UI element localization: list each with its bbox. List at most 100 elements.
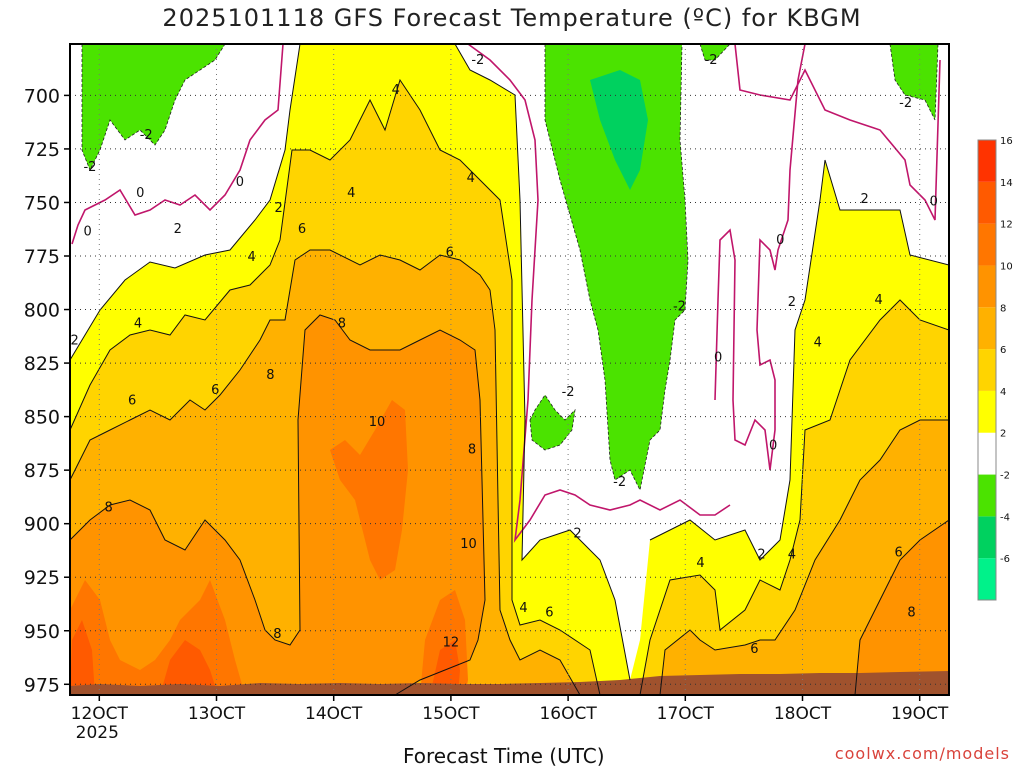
contour-label: 4: [814, 336, 822, 351]
colorbar-label: -6: [1000, 554, 1010, 565]
zero-contour-a: [71, 44, 284, 245]
colorbar-label: 2: [1000, 429, 1006, 440]
contour-label: -2: [705, 53, 718, 68]
contour-label: 0: [714, 351, 722, 366]
contour-label: 6: [128, 393, 136, 408]
contour-label: 8: [105, 501, 113, 516]
colorbar-label: 16: [1000, 136, 1013, 147]
contour-label: 0: [769, 438, 777, 453]
contour-label: 6: [894, 546, 902, 561]
y-axis: 700 725 750 775 800 825 850 875 900 925 950 975: [24, 85, 70, 696]
band-minus-6-minus-4: [590, 70, 648, 190]
contour-label: 2: [174, 222, 182, 237]
contour-label: -2: [562, 385, 575, 400]
contour-label: 0: [776, 233, 784, 248]
colorbar-swatch: [978, 307, 996, 350]
contour-label: 6: [545, 605, 553, 620]
band-6-8: [70, 250, 949, 695]
contour-labels: 4 -2 -2 -2 0 0 -2 -2 0 4 4 2 0 2 6 0 2 4 6 4 8 -2 2 4 2 4 0 8 6 6 -2 10…: [71, 53, 938, 657]
band-minus-4-minus-2-b: [544, 44, 689, 492]
contour-label: 10: [460, 537, 477, 552]
contour-label: 8: [273, 627, 281, 642]
y-tick-label: 950: [24, 621, 60, 643]
zero-contour-c: [714, 44, 806, 471]
contour-label: 6: [298, 222, 306, 237]
colorbar-label: -2: [1000, 471, 1010, 482]
plot-frame: [69, 43, 950, 696]
contour-label: 2: [274, 201, 282, 216]
terrain: [70, 671, 949, 695]
band-minus-4-minus-2-d: [699, 44, 939, 121]
colorbar-label: 8: [1000, 303, 1006, 314]
colorbar-frame: [977, 139, 997, 601]
colorbar-swatch: [978, 181, 996, 224]
y-tick-label: 850: [24, 407, 60, 429]
contour-label: 8: [338, 316, 346, 331]
contour-label: -2: [471, 53, 484, 68]
x-tick-label: 12OCT: [71, 704, 129, 724]
y-tick-label: 750: [24, 192, 60, 214]
chart-title: 2025101118 GFS Forecast Temperature (ºC)…: [162, 4, 862, 32]
colorbar-label: 10: [1000, 261, 1013, 272]
contour-label: -2: [673, 299, 686, 314]
temperature-field: [70, 44, 949, 695]
band-10-12: [70, 400, 468, 695]
contour-label: 2: [757, 548, 765, 563]
x-axis-label: Forecast Time (UTC): [403, 744, 605, 768]
isotherm-lines: [70, 44, 949, 695]
x-tick-label: 19OCT: [891, 704, 949, 724]
colorbar-swatch: [978, 516, 996, 559]
x-tick-label: 18OCT: [774, 704, 832, 724]
y-tick-label: 775: [24, 246, 60, 268]
colorbar-label: 14: [1000, 178, 1013, 189]
colorbar-swatch: [978, 390, 996, 433]
contour-label: 4: [467, 171, 475, 186]
contour-label: 6: [211, 383, 219, 398]
colorbar-label: 12: [1000, 220, 1013, 231]
contour-label: 12: [443, 635, 460, 650]
colorbar-swatch: [978, 265, 996, 308]
colorbar-swatch: [978, 432, 996, 475]
y-tick-label: 800: [24, 300, 60, 322]
contour-label: 4: [696, 556, 704, 571]
contour-label: 0: [236, 175, 244, 190]
colorbar-label: -4: [1000, 512, 1010, 523]
x-tick-year: 2025: [76, 723, 119, 743]
band-minus-4-minus-2-c: [529, 394, 576, 451]
contour-label: 2: [573, 526, 581, 541]
contour-label: -2: [613, 475, 626, 490]
contour-label: 8: [468, 443, 476, 458]
colorbar-label: 4: [1000, 387, 1006, 398]
colorbar-label: 6: [1000, 345, 1006, 356]
grid: [70, 44, 949, 695]
x-tick-label: 13OCT: [188, 704, 246, 724]
contour-label: -2: [140, 128, 153, 143]
colorbar-swatch: [978, 223, 996, 266]
source-credit: coolwx.com/models: [834, 744, 1010, 763]
y-tick-label: 700: [24, 85, 60, 107]
contour-label: 4: [248, 250, 256, 265]
contour-label: 2: [788, 295, 796, 310]
contour-label: 0: [930, 194, 938, 209]
x-tick-label: 17OCT: [657, 704, 715, 724]
contour-label: -2: [83, 160, 96, 175]
contour-label: 6: [750, 642, 758, 657]
colorbar: -6 -4 -2 2 4 6 8 10 12 14 16: [977, 136, 1013, 601]
x-tick-label: 16OCT: [539, 704, 597, 724]
contour-label: 0: [83, 224, 91, 239]
colorbar-swatch: [978, 140, 996, 182]
contour-label: 8: [907, 605, 915, 620]
x-tick-label: 14OCT: [305, 704, 363, 724]
colorbar-swatch: [978, 474, 996, 517]
contour-label: 4: [392, 83, 400, 98]
y-tick-label: 975: [24, 674, 60, 696]
colorbar-swatch: [978, 349, 996, 391]
y-tick-label: 900: [24, 514, 60, 536]
contour-label: 4: [519, 601, 527, 616]
contour-label: 4: [788, 548, 796, 563]
band-12-14: [70, 620, 460, 695]
x-tick-label: 15OCT: [422, 704, 480, 724]
y-tick-label: 875: [24, 460, 60, 482]
